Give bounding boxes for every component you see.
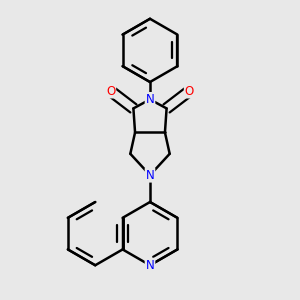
Text: N: N (146, 93, 154, 106)
Text: O: O (106, 85, 115, 98)
Text: N: N (146, 169, 154, 182)
Text: O: O (185, 85, 194, 98)
Text: N: N (146, 259, 154, 272)
